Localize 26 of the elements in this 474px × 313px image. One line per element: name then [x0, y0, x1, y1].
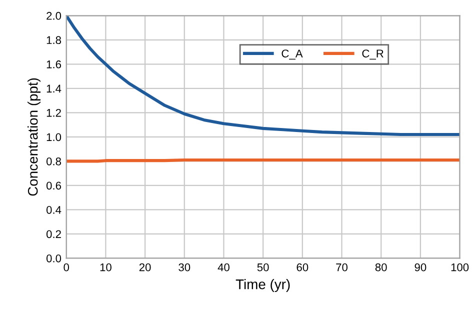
y-tick-label: 1.4 — [46, 84, 62, 92]
y-axis-title: Concentration (ppt) — [28, 78, 40, 196]
x-tick-label: 90 — [414, 263, 426, 272]
x-tick-label: 50 — [257, 263, 269, 272]
legend-label: C_R — [362, 50, 384, 60]
y-tick-label: 0.4 — [46, 206, 62, 214]
y-tick-label: 0.2 — [46, 230, 61, 238]
x-tick-label: 20 — [139, 263, 151, 272]
x-tick-label: 30 — [178, 263, 190, 272]
y-tick-label: 1.2 — [46, 108, 61, 117]
y-tick-label: 0.8 — [46, 157, 62, 166]
y-tick-label: 0.6 — [46, 182, 62, 190]
x-tick-label: 60 — [296, 263, 308, 272]
x-tick-label: 10 — [100, 263, 112, 272]
x-tick-label: 80 — [375, 263, 387, 272]
x-tick-label: 100 — [451, 263, 469, 272]
y-tick-label: 2.0 — [46, 12, 62, 20]
y-tick-label: 1.8 — [46, 36, 62, 44]
y-tick-label: 1.6 — [46, 60, 62, 68]
x-axis-title: Time (yr) — [236, 279, 290, 292]
x-tick-label: 70 — [336, 263, 348, 272]
legend-label: C_A — [282, 50, 303, 60]
x-tick-label: 0 — [64, 263, 70, 272]
x-tick-label: 40 — [218, 263, 230, 272]
y-tick-label: 0.0 — [46, 254, 62, 262]
y-tick-label: 1.0 — [46, 133, 62, 142]
